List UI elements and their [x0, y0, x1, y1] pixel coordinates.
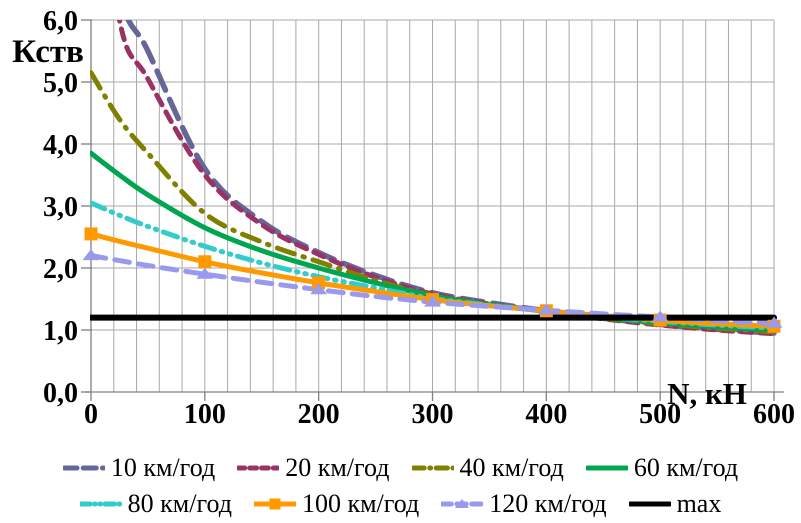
x-tick-label: 400	[525, 399, 567, 430]
x-tick-label: 100	[184, 399, 226, 430]
y-tick-label: 5,0	[43, 68, 78, 99]
x-tick-label: 500	[639, 399, 681, 430]
legend-label: 40 км/год	[459, 453, 564, 482]
legend-label: 10 км/год	[110, 453, 216, 482]
legend-item-6: 100 км/год	[253, 489, 420, 518]
y-tick-label: 3,0	[43, 192, 78, 223]
triangle-marker	[651, 310, 669, 322]
triangle-marker	[310, 283, 328, 295]
legend-label: 120 км/год	[489, 489, 607, 518]
tick-labels: 0,0 1,0 2,0 3,0 4,0 5,0 6,0 0 100 200 300 400 500 600	[43, 6, 795, 430]
legend-label: max	[676, 489, 722, 518]
legend-key-7	[441, 499, 484, 508]
legend-label: 60 км/год	[633, 453, 739, 482]
legend-item-8: max	[628, 489, 722, 518]
legend-key-2	[237, 465, 280, 471]
legend-label: 100 км/год	[301, 489, 420, 518]
legend-item-3: 40 км/год	[411, 453, 564, 482]
legend-row-1: 10 км/год 20 км/год 40 км/год 60 км/год	[0, 450, 801, 486]
y-tick-label: 2,0	[43, 254, 78, 285]
legend-key-6	[253, 498, 296, 510]
axes	[81, 19, 784, 401]
triangle-marker	[424, 295, 441, 307]
x-tick-label: 200	[298, 399, 340, 430]
square-marker	[269, 498, 281, 510]
triangle-marker	[537, 303, 555, 315]
legend-item-5: 80 км/год	[79, 489, 232, 518]
y-tick-label: 4,0	[43, 130, 78, 161]
legend-key-3	[411, 465, 454, 471]
gridlines	[91, 19, 775, 392]
square-marker	[198, 255, 212, 269]
triangle-marker	[82, 249, 100, 261]
y-tick-label: 6,0	[43, 6, 78, 37]
legend-item-7: 120 км/год	[441, 489, 607, 518]
square-marker	[312, 276, 326, 290]
legend-item-2: 20 км/год	[237, 453, 390, 482]
legend: 10 км/год 20 км/год 40 км/год 60 км/год 80 …	[0, 450, 801, 523]
legend-label: 20 км/год	[285, 453, 390, 482]
x-tick-label: 600	[753, 399, 795, 430]
chart-plot-area: 0,0 1,0 2,0 3,0 4,0 5,0 6,0 0 100 200 300 400 500 600	[43, 6, 795, 430]
legend-row-2: 80 км/год 100 км/год 120 км/год max	[0, 486, 801, 522]
triangle-marker	[765, 316, 783, 328]
square-marker	[84, 227, 98, 241]
legend-key-5	[79, 501, 122, 507]
y-tick-label: 0,0	[43, 378, 78, 409]
x-tick-label: 300	[412, 399, 454, 430]
x-tick-label: 0	[84, 399, 98, 430]
triangle-marker	[455, 499, 470, 508]
triangle-marker	[196, 267, 214, 279]
y-axis-title: Кств	[12, 34, 84, 70]
x-axis-title: N, кН	[667, 376, 747, 411]
series-markers	[82, 227, 783, 333]
y-tick-label: 1,0	[43, 316, 78, 347]
legend-key-4	[585, 465, 628, 471]
legend-label: 80 км/год	[127, 489, 232, 518]
legend-item-1: 10 км/год	[62, 453, 216, 482]
legend-item-4: 60 км/год	[585, 453, 739, 482]
series-lines	[90, 20, 777, 337]
legend-key-1	[62, 465, 105, 471]
legend-key-8	[628, 501, 671, 507]
